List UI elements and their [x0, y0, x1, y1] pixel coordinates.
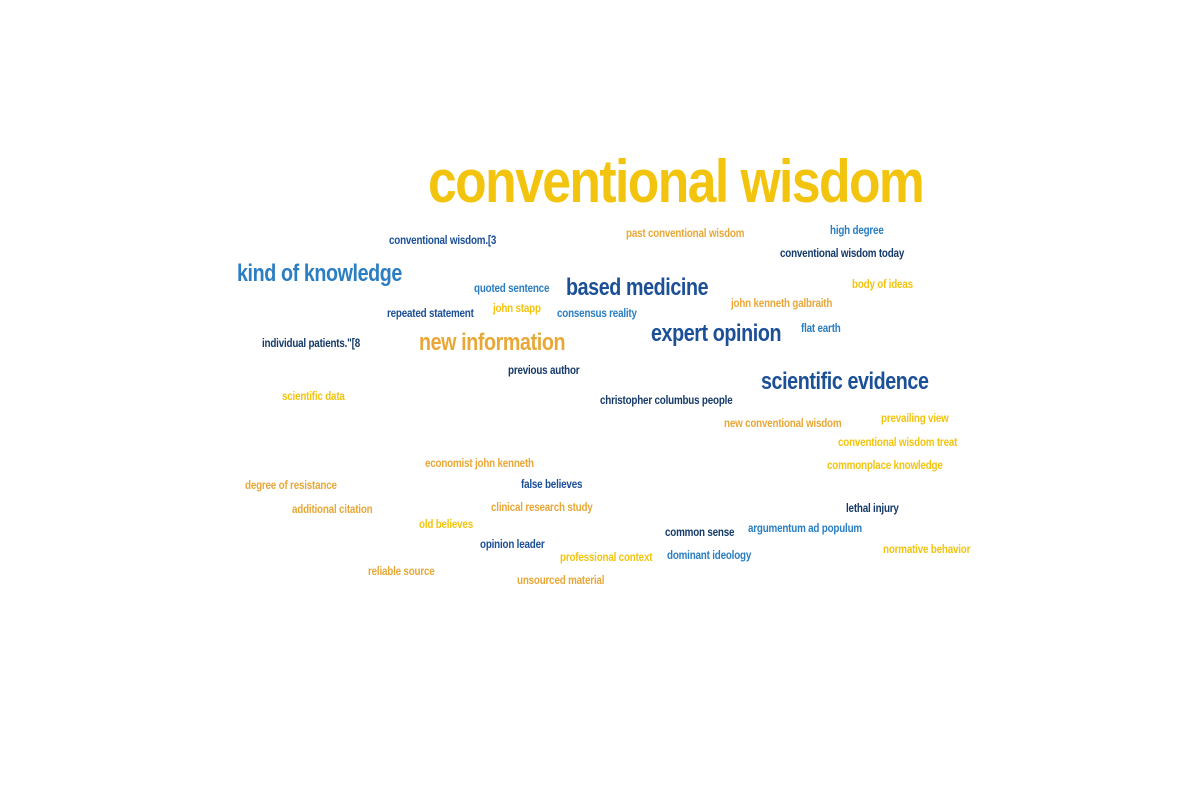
cloud-word-old-believes: old believes — [419, 517, 473, 531]
cloud-word-individual-patients: individual patients."[8 — [262, 336, 361, 350]
cloud-word-john-kenneth-galbraith: john kenneth galbraith — [731, 296, 833, 310]
cloud-word-based-medicine: based medicine — [566, 274, 709, 301]
cloud-word-past-conventional-wisdom: past conventional wisdom — [626, 226, 745, 240]
cloud-word-prevailing-view: prevailing view — [881, 411, 949, 425]
cloud-word-new-conventional-wisdom: new conventional wisdom — [724, 416, 842, 430]
cloud-word-expert-opinion: expert opinion — [651, 320, 782, 347]
cloud-word-flat-earth: flat earth — [801, 321, 841, 335]
cloud-word-dominant-ideology: dominant ideology — [667, 548, 752, 562]
cloud-word-scientific-data: scientific data — [282, 389, 345, 403]
cloud-word-quoted-sentence: quoted sentence — [474, 281, 550, 295]
cloud-word-normative-behavior: normative behavior — [883, 542, 971, 556]
cloud-word-conventional-wisdom: conventional wisdom — [428, 148, 925, 215]
cloud-word-conventional-wisdom-today: conventional wisdom today — [780, 246, 905, 260]
cloud-word-opinion-leader: opinion leader — [480, 537, 545, 551]
cloud-word-body-of-ideas: body of ideas — [852, 277, 913, 291]
cloud-word-commonplace-knowledge: commonplace knowledge — [827, 458, 943, 472]
cloud-word-false-believes: false believes — [521, 477, 583, 491]
cloud-word-additional-citation: additional citation — [292, 502, 373, 516]
cloud-word-high-degree: high degree — [830, 223, 884, 237]
cloud-word-argumentum-ad-populum: argumentum ad populum — [748, 521, 862, 535]
cloud-word-reliable-source: reliable source — [368, 564, 435, 578]
cloud-word-consensus-reality: consensus reality — [557, 306, 637, 320]
cloud-word-previous-author: previous author — [508, 363, 580, 377]
cloud-word-christopher-columbus-people: christopher columbus people — [600, 393, 733, 407]
cloud-word-economist-john-kenneth: economist john kenneth — [425, 456, 534, 470]
cloud-word-clinical-research-study: clinical research study — [491, 500, 593, 514]
cloud-word-common-sense: common sense — [665, 525, 735, 539]
cloud-word-john-stapp: john stapp — [493, 301, 541, 315]
cloud-word-lethal-injury: lethal injury — [846, 501, 899, 515]
cloud-word-conventional-wisdom-treat: conventional wisdom treat — [838, 435, 958, 449]
cloud-word-kind-of-knowledge: kind of knowledge — [237, 260, 402, 287]
cloud-word-new-information: new information — [419, 329, 566, 356]
cloud-word-unsourced-material: unsourced material — [517, 573, 605, 587]
cloud-word-conventional-wisdom-3: conventional wisdom.[3 — [389, 233, 497, 247]
cloud-word-repeated-statement: repeated statement — [387, 306, 474, 320]
cloud-word-scientific-evidence: scientific evidence — [761, 368, 929, 395]
cloud-word-degree-of-resistance: degree of resistance — [245, 478, 337, 492]
cloud-word-professional-context: professional context — [560, 550, 653, 564]
